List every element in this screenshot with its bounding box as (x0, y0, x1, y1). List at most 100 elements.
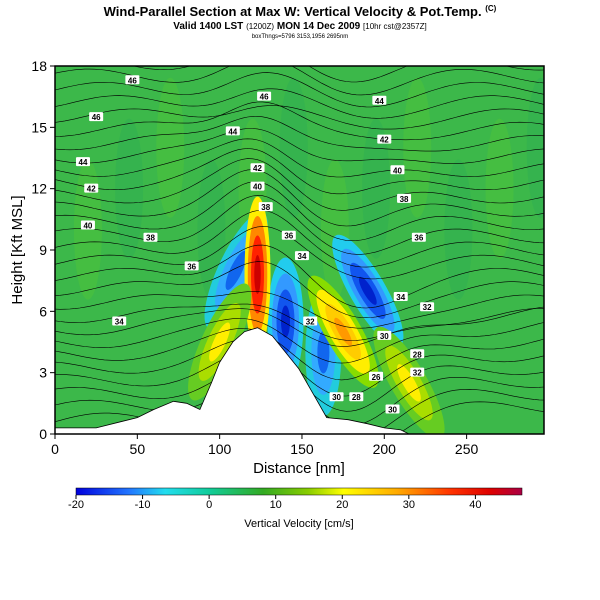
contour-label-box (372, 95, 387, 105)
contour-label-box (75, 157, 90, 167)
x-tick-label: 200 (373, 441, 397, 457)
contour-label-box (397, 193, 412, 203)
contour-label-text: 32 (413, 369, 422, 378)
field-wave-band (279, 77, 308, 218)
isentropes (55, 66, 544, 434)
chart-title: Wind-Parallel Section at Max W: Vertical… (103, 4, 497, 19)
contour-label-text: 40 (83, 221, 92, 230)
contour-label: 40 (80, 220, 95, 230)
y-tick-label: 12 (31, 181, 47, 197)
contour-label-box (294, 251, 309, 261)
contour-label: 28 (349, 392, 364, 402)
y-tick-label: 15 (31, 119, 47, 135)
contour-label-text: 42 (87, 185, 96, 194)
contour-label-box (143, 232, 158, 242)
y-tick-label: 6 (39, 303, 47, 319)
contour-label-text: 40 (393, 166, 402, 175)
contour-label: 32 (410, 367, 425, 378)
contour-label: 30 (377, 330, 392, 341)
contour-label: 34 (112, 316, 127, 327)
contour-label: 46 (125, 75, 140, 85)
contour-label-box (80, 220, 95, 230)
x-tick-label: 0 (51, 441, 59, 457)
contour-label: 42 (84, 183, 99, 194)
contour-label-text: 44 (228, 127, 237, 136)
chart-subtitle-2: boxThngs=5796 3153,1956 2695nm (251, 34, 349, 40)
isentrope-line (55, 226, 544, 280)
contour-label-text: 34 (298, 252, 307, 261)
contour-label: 30 (385, 404, 400, 414)
contour-label-box (410, 367, 425, 377)
contour-label: 36 (184, 261, 199, 271)
contour-label-text: 36 (284, 232, 293, 241)
isentrope-line (55, 101, 544, 141)
y-axis-label: Height [Kft MSL] (9, 195, 26, 304)
field-wave-band (403, 77, 432, 218)
x-axis-label: Distance [nm] (253, 460, 345, 477)
contour-label: 44 (75, 157, 90, 167)
downdraft-cell (358, 276, 377, 305)
isentrope-line (55, 115, 544, 152)
isentrope-line (55, 303, 544, 341)
contour-label-text: 28 (413, 350, 422, 359)
field-wave-band (526, 77, 544, 218)
contour-label-text: 28 (352, 393, 361, 402)
contour-label: 38 (397, 193, 412, 204)
contour-label: 34 (294, 251, 309, 261)
isentrope-line (55, 291, 544, 329)
colorbar-label: Vertical Velocity [cm/s] (244, 518, 353, 530)
downdraft-cell (281, 305, 291, 338)
contour-label-box (393, 292, 408, 302)
contour-label-box (125, 75, 140, 85)
isentrope-line (55, 148, 544, 195)
colorbar (75, 487, 523, 496)
contour-label-box (225, 126, 240, 136)
y-tick-label: 0 (39, 426, 47, 442)
field-wave-band (444, 159, 473, 300)
contour-label-box (377, 134, 392, 144)
colorbar-tick-label: 0 (206, 499, 212, 511)
contour-label-text: 34 (396, 293, 405, 302)
contour-label-box (84, 183, 99, 193)
colorbar-tick-label: -10 (135, 499, 151, 511)
contour-label-box (411, 232, 426, 242)
contour-label-box (250, 163, 265, 173)
colorbar-tick-label: 20 (336, 499, 348, 511)
contour-label: 42 (250, 163, 265, 173)
contour-label-box (112, 316, 127, 326)
contour-label-text: 32 (306, 318, 315, 327)
x-tick-label: 50 (130, 441, 146, 457)
isentrope-line (55, 306, 544, 347)
contour-label-text: 34 (115, 318, 124, 327)
contour-label-text: 30 (380, 332, 389, 341)
contour-label-text: 42 (253, 164, 262, 173)
contour-label-text: 46 (128, 76, 137, 85)
contour-label-box (281, 230, 296, 240)
isentrope-line (55, 328, 544, 381)
contour-label: 36 (411, 232, 426, 243)
contour-label-text: 32 (423, 303, 432, 312)
chart-subtitle: Valid 1400 LST (1200Z) MON 14 Dec 2009 [… (173, 21, 427, 32)
y-tick-label: 3 (39, 365, 47, 381)
contour-label-box (377, 330, 392, 340)
contour-label-box (349, 392, 364, 402)
isentrope-line (55, 169, 544, 227)
field-wave-band (485, 118, 514, 259)
isentrope-line (55, 105, 544, 130)
isentrope-line (55, 244, 544, 309)
contour-label: 36 (281, 230, 296, 241)
y-axis: 0 3 6 9 12 15 18 (31, 58, 55, 442)
y-tick-label: 9 (39, 242, 47, 258)
terrain (55, 327, 544, 434)
contour-label-text: 36 (414, 234, 423, 243)
isentrope-line (55, 88, 544, 119)
contour-label-box (303, 316, 318, 326)
updraft-cell (254, 255, 261, 295)
terrain-profile (55, 327, 544, 434)
contour-label-text: 42 (380, 136, 389, 145)
contour-label-box (329, 392, 344, 402)
updraft-cell (397, 364, 421, 402)
contour-label: 44 (372, 95, 387, 106)
contour-label-box (258, 202, 273, 212)
